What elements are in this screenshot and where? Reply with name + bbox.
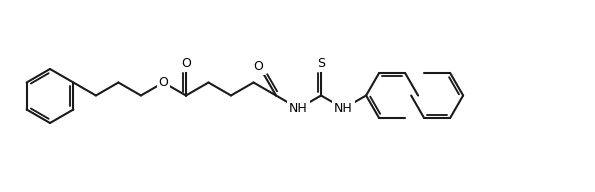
Text: O: O xyxy=(181,57,191,70)
Text: O: O xyxy=(158,76,168,89)
Text: S: S xyxy=(317,57,325,70)
Text: NH: NH xyxy=(334,102,353,115)
Text: NH: NH xyxy=(289,102,308,115)
Text: O: O xyxy=(253,60,263,74)
